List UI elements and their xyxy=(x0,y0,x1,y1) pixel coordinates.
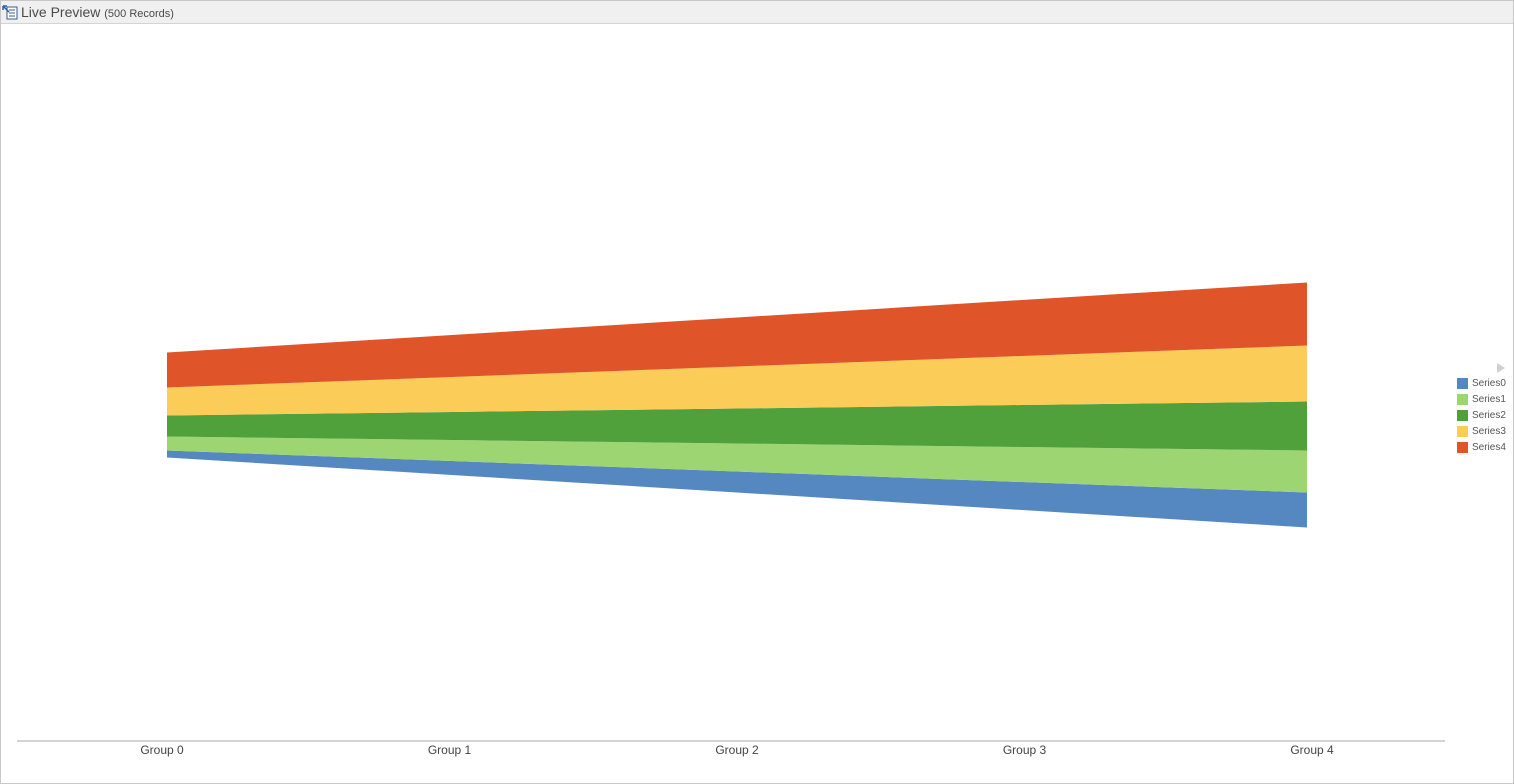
area-series0 xyxy=(167,450,1307,528)
legend-swatch xyxy=(1457,442,1468,453)
legend-label: Series3 xyxy=(1472,426,1506,437)
legend-label: Series4 xyxy=(1472,442,1506,453)
x-tick-label: Group 3 xyxy=(1003,743,1047,757)
legend-swatch xyxy=(1457,426,1468,437)
legend-label: Series1 xyxy=(1472,394,1506,405)
window-title: Live Preview (500 Records) xyxy=(21,4,174,20)
legend-swatch xyxy=(1457,378,1468,389)
legend-label: Series0 xyxy=(1472,378,1506,389)
x-tick-label: Group 4 xyxy=(1290,743,1334,757)
area-series1 xyxy=(167,436,1307,493)
x-axis-labels: Group 0 Group 1 Group 2 Group 3 Group 4 xyxy=(140,743,1334,757)
x-tick-label: Group 0 xyxy=(140,743,184,757)
legend-scroll-arrow-icon[interactable] xyxy=(1497,363,1505,373)
area-series4 xyxy=(167,282,1307,388)
legend-swatch xyxy=(1457,394,1468,405)
legend-label: Series2 xyxy=(1472,410,1506,421)
preview-icon xyxy=(2,5,18,20)
title-bar: Live Preview (500 Records) xyxy=(1,1,1513,24)
legend-swatch xyxy=(1457,410,1468,421)
record-count: (500 Records) xyxy=(104,8,174,20)
x-tick-label: Group 1 xyxy=(428,743,472,757)
chart-areas xyxy=(167,282,1307,528)
area-series2 xyxy=(167,401,1307,451)
x-tick-label: Group 2 xyxy=(715,743,759,757)
title-label: Live Preview xyxy=(21,4,101,20)
area-series3 xyxy=(167,345,1307,416)
